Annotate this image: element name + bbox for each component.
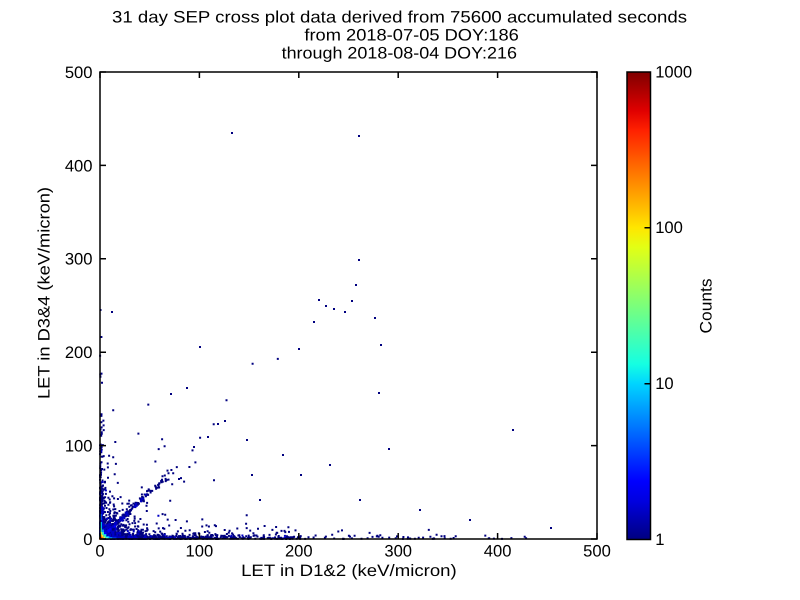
svg-text:500: 500 bbox=[65, 63, 93, 82]
svg-text:LET in D1&2 (keV/micron): LET in D1&2 (keV/micron) bbox=[241, 561, 457, 580]
svg-text:31 day SEP cross plot data der: 31 day SEP cross plot data derived from … bbox=[112, 8, 687, 27]
svg-text:1000: 1000 bbox=[655, 63, 692, 82]
svg-text:0: 0 bbox=[95, 541, 104, 560]
svg-text:200: 200 bbox=[65, 343, 93, 362]
svg-text:0: 0 bbox=[83, 530, 92, 549]
svg-text:300: 300 bbox=[384, 541, 412, 560]
svg-text:LET in D3&4 (keV/micron): LET in D3&4 (keV/micron) bbox=[35, 187, 54, 399]
svg-text:200: 200 bbox=[285, 541, 313, 560]
svg-text:100: 100 bbox=[655, 218, 683, 237]
svg-text:from 2018-07-05 DOY:186: from 2018-07-05 DOY:186 bbox=[304, 26, 518, 45]
svg-text:400: 400 bbox=[65, 156, 93, 175]
svg-text:10: 10 bbox=[655, 374, 673, 393]
svg-text:1: 1 bbox=[655, 530, 664, 549]
svg-text:300: 300 bbox=[65, 250, 93, 269]
svg-text:500: 500 bbox=[583, 541, 611, 560]
svg-text:Counts: Counts bbox=[697, 279, 716, 334]
svg-text:400: 400 bbox=[484, 541, 512, 560]
svg-text:through 2018-08-04 DOY:216: through 2018-08-04 DOY:216 bbox=[282, 44, 517, 63]
svg-text:100: 100 bbox=[65, 437, 93, 456]
svg-text:100: 100 bbox=[186, 541, 214, 560]
